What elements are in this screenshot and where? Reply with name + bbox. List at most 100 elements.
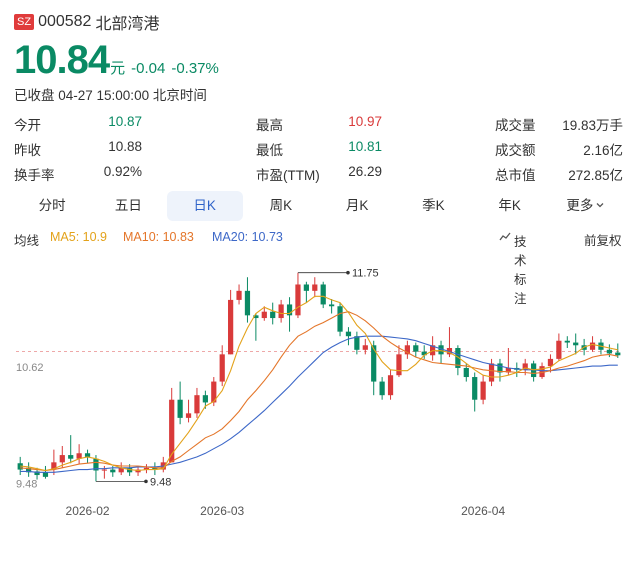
stat-value: 10.81 (348, 139, 382, 154)
candle-body (253, 315, 259, 319)
stat-label: 总市值 (495, 168, 536, 183)
ma20-line (20, 335, 618, 473)
ma10-value: MA10: 10.83 (123, 230, 194, 244)
stat-value: 0.92% (103, 164, 142, 179)
stat-value: 2.16亿 (583, 143, 623, 158)
candle-body (488, 363, 495, 382)
candle-body (219, 354, 225, 382)
stats-row: 昨收 10.88 最低 10.81 成交额 2.16亿 (14, 136, 624, 161)
candle-body (185, 413, 192, 418)
candle-body (244, 290, 251, 316)
tab-intraday[interactable]: 分时 (38, 198, 66, 213)
stat-label: 市盈(TTM) (256, 168, 320, 183)
y-tick-label: 9.48 (16, 479, 37, 491)
market-badge: SZ (14, 14, 35, 30)
tab-more-label: 更多 (566, 198, 594, 213)
tab-weekly-k[interactable]: 周K (269, 198, 293, 213)
tab-daily-k[interactable]: 日K (166, 191, 243, 221)
market-status: 已收盘 04-27 15:00:00 北京时间 (14, 88, 207, 103)
candle-body (556, 340, 562, 359)
candle-body (303, 284, 309, 291)
kline-chart[interactable]: 10.62 9.48 2026-02 2026-03 2026-04 11.75 9.48 (0, 250, 638, 530)
chevron-down-icon (596, 203, 604, 208)
candle-body (93, 458, 99, 471)
candle-body (270, 311, 276, 319)
tab-five-day[interactable]: 五日 (114, 198, 142, 213)
candle-body (286, 304, 293, 316)
current-price: 10.84 (14, 38, 110, 82)
stats-grid: 今开 10.87 最高 10.97 成交量 19.83万手 昨收 10.88 最… (14, 111, 624, 186)
tab-more[interactable]: 更多 (548, 191, 624, 221)
candle-body (211, 381, 217, 403)
stat-label: 昨收 (14, 143, 41, 158)
candle-body (261, 311, 267, 319)
stats-row: 今开 10.87 最高 10.97 成交量 19.83万手 (14, 111, 624, 136)
stats-row: 换手率 0.92% 市盈(TTM) 26.29 总市值 272.85亿 (14, 161, 624, 186)
candle-body (421, 351, 427, 356)
stat-label: 成交额 (495, 143, 536, 158)
stat-label: 最高 (256, 118, 283, 133)
price-unit: 元 (110, 60, 126, 77)
candle-body (564, 340, 570, 343)
candle-body (345, 331, 352, 337)
tab-quarterly-k[interactable]: 季K (422, 198, 445, 213)
candle-body (362, 345, 368, 350)
ma-label[interactable]: 均线 (14, 234, 40, 248)
candle-body (202, 395, 208, 403)
candle-body (413, 345, 419, 352)
x-tick-label: 2026-02 (66, 504, 110, 518)
y-tick-label: 10.62 (16, 362, 44, 374)
candle-body (505, 367, 511, 373)
stat-value: 10.88 (108, 139, 142, 154)
price-change: -0.04 (131, 60, 166, 77)
candle-body (34, 471, 40, 476)
candle-body (143, 467, 150, 470)
candle-body (539, 366, 545, 378)
candle-body (51, 462, 57, 470)
stat-value: 10.87 (108, 114, 142, 129)
ma5-line (20, 295, 618, 472)
candle-body (396, 354, 402, 376)
stat-label: 换手率 (14, 168, 55, 183)
candle-body (337, 306, 343, 332)
stock-name: 北部湾港 (95, 16, 160, 33)
candle-body (194, 395, 200, 414)
candle-body (404, 345, 410, 355)
candle-body (68, 455, 74, 459)
candle-body (152, 467, 158, 470)
tab-yearly-k[interactable]: 年K (498, 198, 521, 213)
candle-body (228, 299, 234, 355)
x-tick-label: 2026-03 (200, 504, 244, 518)
candle-body (522, 363, 528, 370)
candle-body (84, 453, 91, 457)
candle-body (472, 377, 478, 400)
candle-body (589, 342, 596, 350)
candle-body (320, 284, 326, 305)
stat-label: 今开 (14, 118, 41, 133)
candle-body (497, 363, 503, 373)
candle-body (26, 467, 32, 473)
candle-body (101, 469, 107, 471)
ma5-value: MA5: 10.9 (50, 230, 107, 244)
tech-annotation-label: 技术标注 (514, 235, 527, 306)
adjust-selector[interactable]: 前复权 (584, 234, 622, 248)
candle-body (169, 399, 175, 463)
tech-annotation-toggle[interactable]: 技术标注 (499, 230, 527, 306)
candle-body (438, 345, 444, 355)
ma20-value: MA20: 10.73 (212, 230, 283, 244)
stock-header: SZ 000582 北部湾港 (14, 10, 159, 34)
stat-value: 10.97 (348, 114, 382, 129)
candle-body (76, 453, 82, 459)
stat-value: 19.83万手 (562, 118, 623, 133)
high-annotation-label: 11.75 (352, 268, 379, 280)
indicator-row: 均线 MA5: 10.9 MA10: 10.83 MA20: 10.73 技术标… (14, 229, 624, 306)
low-annotation-dot (144, 479, 148, 484)
candle-body (278, 304, 284, 319)
stat-value: 272.85亿 (568, 168, 623, 183)
low-annotation-label: 9.48 (150, 476, 171, 488)
tab-monthly-k[interactable]: 月K (345, 198, 369, 213)
candle-body (118, 467, 124, 473)
candle-body (329, 304, 335, 307)
candle-body (371, 345, 377, 382)
stat-value: 26.29 (348, 164, 382, 179)
